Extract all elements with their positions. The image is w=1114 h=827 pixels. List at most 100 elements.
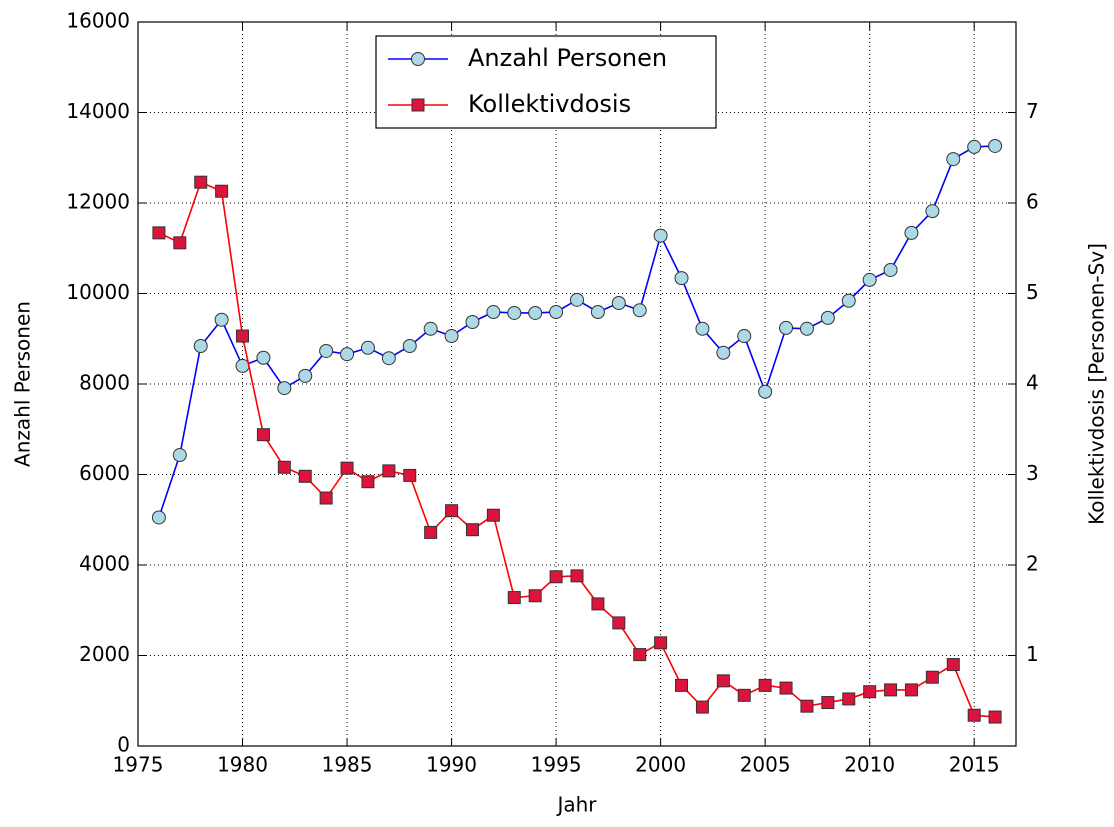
marker [988,710,1002,724]
y2-tick-label: 3 [1026,461,1039,485]
marker [570,569,584,583]
marker [424,525,438,539]
marker [695,700,709,714]
marker [737,688,751,702]
x-tick-label: 2005 [740,753,791,777]
marker [486,508,500,522]
marker [654,636,668,650]
y-tick-label: 6000 [79,461,130,485]
y2-tick-label: 1 [1026,642,1039,666]
marker [653,228,668,243]
marker [988,138,1003,153]
marker [904,683,918,697]
legend-label: Anzahl Personen [468,44,667,72]
marker [194,175,208,189]
marker [884,683,898,697]
marker [925,670,939,684]
marker [151,510,166,525]
x-tick-label: 1975 [113,753,164,777]
marker [172,448,187,463]
marker [862,272,877,287]
marker [591,597,605,611]
marker [256,428,270,442]
marker [821,696,835,710]
marker [444,329,459,344]
x-tick-label: 1995 [531,753,582,777]
marker [403,468,417,482]
marker [340,347,355,362]
x-tick-label: 1985 [322,753,373,777]
marker [319,343,334,358]
marker [590,305,605,320]
marker [925,204,940,219]
marker [193,338,208,353]
legend: Anzahl Personen Kollektivdosis [375,35,717,129]
plot-frame [137,21,1017,747]
marker [632,303,647,318]
marker [967,139,982,154]
marker [570,292,584,307]
marker [486,305,501,320]
y-tick-label: 12000 [66,190,130,214]
y-tick-label: 4000 [79,552,130,576]
marker [695,321,710,336]
marker [758,678,772,692]
marker [277,381,292,396]
marker [611,296,626,311]
y-axis-label: Anzahl Personen [11,301,35,467]
marker [549,305,564,320]
y2-tick-label: 5 [1026,280,1039,304]
marker [411,98,425,112]
x-tick-label: 2015 [949,753,1000,777]
x-axis-label: Jahr [555,793,597,817]
marker [360,340,375,355]
marker [737,329,752,344]
marker [779,681,793,695]
marker [758,384,773,399]
marker [152,226,166,240]
marker [256,350,271,365]
y2-axis-label: Kollektivdosis [Personen-Sv] [1085,243,1109,525]
marker [842,692,856,706]
marker [946,152,961,167]
y-tick-label: 14000 [66,99,130,123]
marker [507,305,522,320]
y2-tick-label: 6 [1026,190,1039,214]
marker [298,368,313,383]
marker [716,345,731,360]
marker [236,329,250,343]
y-tick-label: 10000 [66,280,130,304]
x-tick-label: 2000 [635,753,686,777]
marker [674,271,689,286]
marker [820,310,835,325]
marker [612,616,626,630]
marker [277,460,291,474]
x-tick-label: 2010 [844,753,895,777]
y-tick-label: 8000 [79,371,130,395]
marker [507,591,521,605]
marker [445,504,459,518]
marker [361,475,375,489]
y2-tick-label: 4 [1026,371,1039,395]
y-tick-label: 16000 [66,9,130,33]
marker [633,648,647,662]
marker [298,469,312,483]
marker [716,674,730,688]
marker [381,351,396,366]
y-tick-label: 2000 [79,642,130,666]
marker [465,523,479,537]
legend-label: Kollektivdosis [468,90,631,118]
x-tick-label: 1980 [217,753,268,777]
marker [340,461,354,475]
marker [528,305,543,320]
marker [382,464,396,478]
marker [946,658,960,672]
marker [423,321,438,336]
marker [967,708,981,722]
marker [549,570,563,584]
marker [214,312,229,327]
marker [800,699,814,713]
marker [904,225,919,240]
y2-tick-label: 2 [1026,552,1039,576]
